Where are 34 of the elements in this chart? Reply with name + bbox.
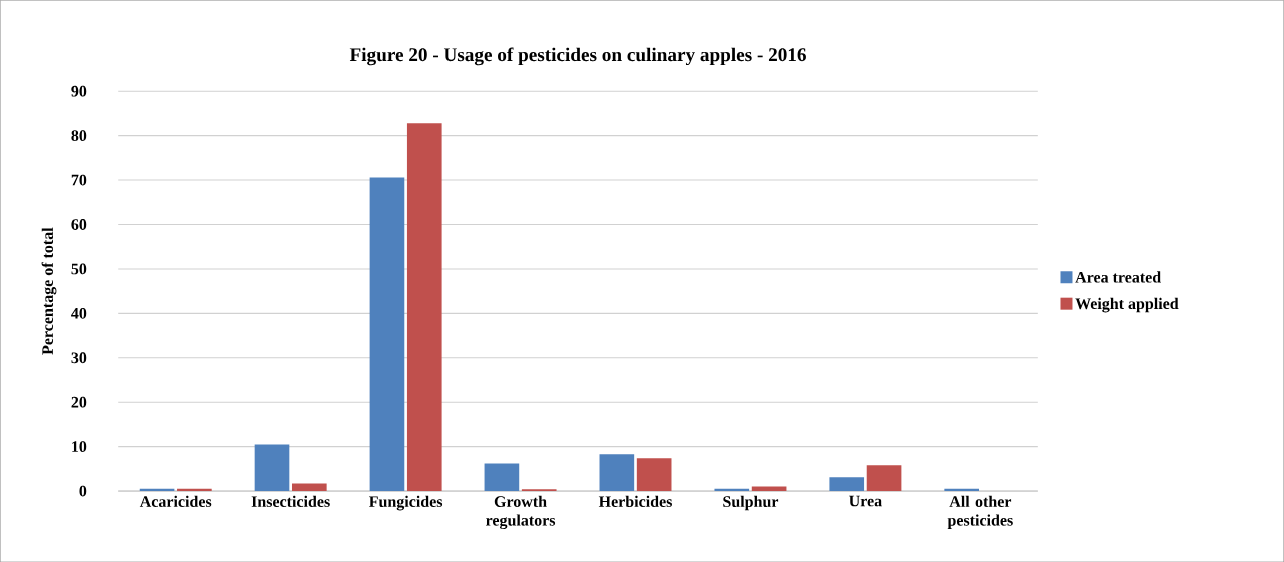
y-tick-label: 40 [71,307,87,319]
y-tick-label: 10 [72,441,87,452]
x-tick-label: Herbicides [598,495,672,507]
y-tick-label: 50 [71,263,87,275]
bar [944,488,980,491]
bar [599,454,635,491]
y-tick-label: 70 [71,174,87,186]
y-tick-label: 80 [71,130,87,141]
bar [406,123,442,491]
bar [636,458,672,491]
bar [484,463,520,491]
x-tick-label: Acaricides [139,495,212,507]
x-tick-label: Urea [849,495,882,507]
chart-title: Figure 20 - Usage of pesticides on culinary apples - 2016 [349,47,806,66]
y-tick-label: 20 [71,396,87,408]
bar [291,483,327,491]
bar [177,488,212,491]
x-tick-label: Sulphur [723,495,779,511]
y-axis-title: Percentage of total [41,227,57,355]
bar [254,444,290,491]
bar [369,177,405,491]
legend-label: Weight applied [1075,297,1179,313]
bar [714,488,750,491]
y-tick-label: 90 [71,85,87,97]
legend-label: Area treated [1075,271,1161,283]
x-tick-label: Fungicides [369,495,443,511]
x-tick-label: Growth regulators [486,495,556,529]
y-tick-label: 30 [71,352,87,364]
y-tick-label: 60 [71,218,87,230]
x-tick-label: Insecticides [251,495,330,507]
bar [866,465,902,491]
bar [829,477,865,491]
x-tick-label: All other pesticides [947,495,1013,529]
y-tick-label: 0 [79,485,87,497]
